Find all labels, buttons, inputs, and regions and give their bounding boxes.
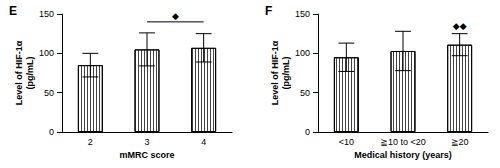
svg-text:100: 100 bbox=[295, 48, 310, 58]
svg-text:F: F bbox=[265, 4, 272, 18]
svg-text:0: 0 bbox=[49, 127, 54, 137]
svg-text:150: 150 bbox=[39, 9, 54, 19]
svg-text:≧20: ≧20 bbox=[451, 137, 469, 147]
svg-text:◆◆: ◆◆ bbox=[453, 21, 467, 31]
svg-text:100: 100 bbox=[39, 48, 54, 58]
svg-text:(pg/mL): (pg/mL) bbox=[25, 57, 35, 90]
svg-text:≧10 to <20: ≧10 to <20 bbox=[380, 137, 425, 147]
svg-text:4: 4 bbox=[201, 137, 206, 147]
svg-text:Level of HIF-1α: Level of HIF-1α bbox=[270, 40, 280, 105]
svg-text:Level of HIF-1α: Level of HIF-1α bbox=[14, 40, 24, 105]
svg-text:3: 3 bbox=[144, 137, 149, 147]
svg-text:0: 0 bbox=[305, 127, 310, 137]
svg-text:mMRC score: mMRC score bbox=[119, 150, 174, 160]
svg-text:150: 150 bbox=[295, 9, 310, 19]
svg-text:50: 50 bbox=[44, 88, 54, 98]
svg-text:(pg/mL): (pg/mL) bbox=[281, 57, 291, 90]
svg-text:E: E bbox=[9, 4, 17, 18]
svg-text:Medical history (years): Medical history (years) bbox=[354, 150, 452, 160]
svg-text:50: 50 bbox=[300, 88, 310, 98]
svg-text:2: 2 bbox=[88, 137, 93, 147]
svg-text:◆: ◆ bbox=[172, 11, 179, 21]
svg-text:<10: <10 bbox=[339, 137, 354, 147]
